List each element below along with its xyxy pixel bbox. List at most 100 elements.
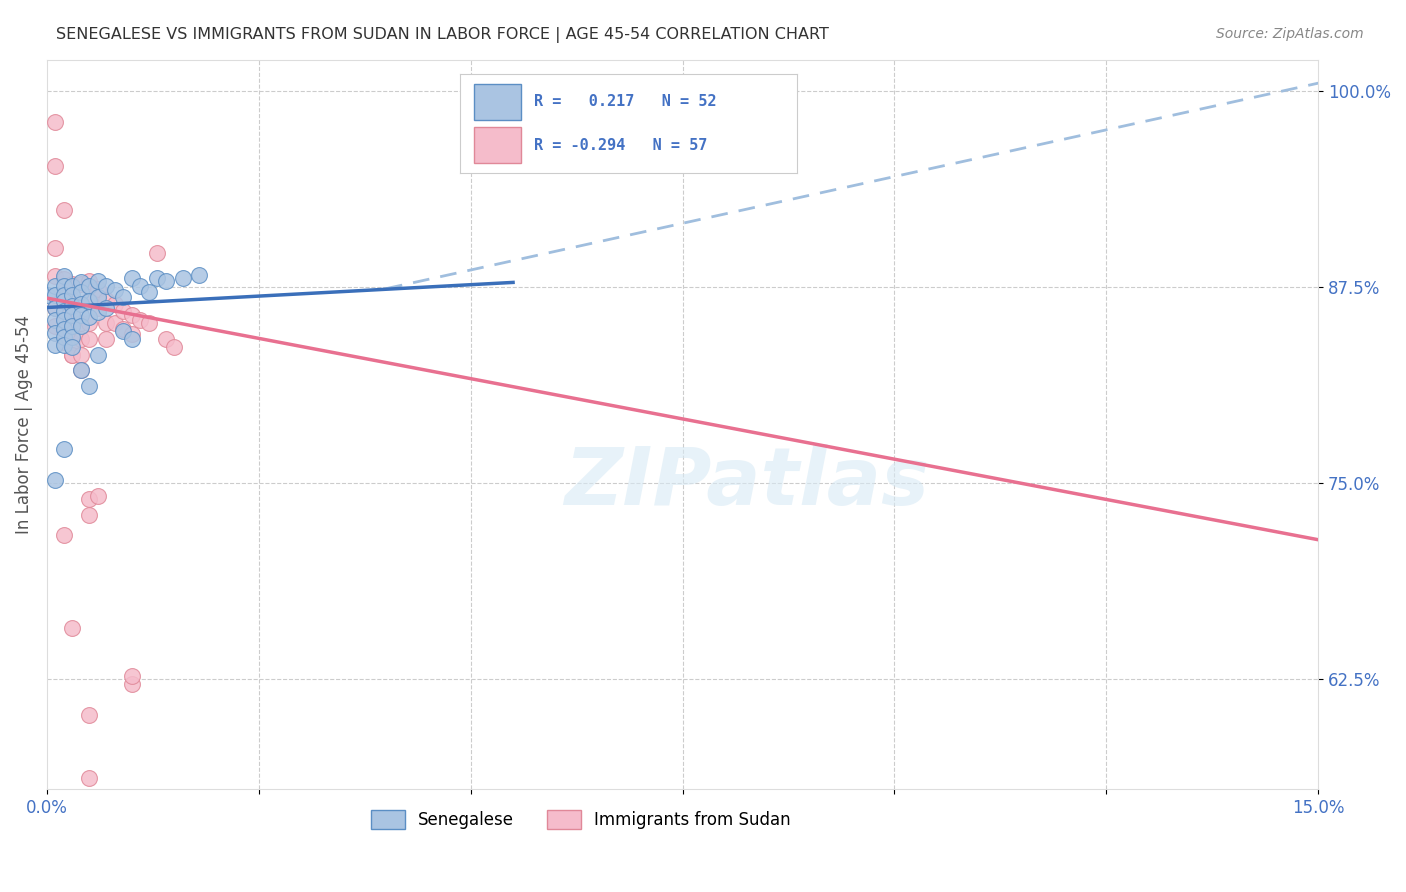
Point	[96, 301, 118, 315]
Point	[69, 297, 91, 311]
Point	[69, 276, 91, 290]
Point	[87, 489, 110, 503]
Point	[121, 669, 143, 683]
Point	[121, 677, 143, 691]
Point	[96, 316, 118, 330]
Point	[60, 334, 83, 349]
Point	[172, 270, 194, 285]
Point	[112, 322, 135, 336]
Point	[52, 288, 75, 302]
Point	[60, 348, 83, 362]
Point	[163, 340, 186, 354]
Point	[60, 340, 83, 354]
Point	[87, 348, 110, 362]
Point	[138, 285, 160, 299]
Point	[96, 332, 118, 346]
Point	[52, 269, 75, 284]
Point	[52, 338, 75, 352]
Point	[104, 283, 127, 297]
Point	[44, 301, 66, 315]
Point	[69, 297, 91, 311]
Point	[60, 309, 83, 323]
Point	[52, 203, 75, 218]
Point	[104, 316, 127, 330]
Text: SENEGALESE VS IMMIGRANTS FROM SUDAN IN LABOR FORCE | AGE 45-54 CORRELATION CHART: SENEGALESE VS IMMIGRANTS FROM SUDAN IN L…	[56, 27, 830, 43]
Point	[112, 324, 135, 338]
Point	[121, 332, 143, 346]
Point	[60, 299, 83, 313]
Point	[60, 288, 83, 302]
Point	[69, 348, 91, 362]
Point	[87, 301, 110, 315]
Point	[69, 363, 91, 377]
Point	[121, 309, 143, 323]
Point	[129, 278, 152, 293]
Point	[77, 274, 100, 288]
Point	[69, 277, 91, 291]
Point	[112, 303, 135, 318]
Point	[44, 278, 66, 293]
Point	[44, 288, 66, 302]
Point	[60, 319, 83, 334]
Point	[121, 270, 143, 285]
Point	[60, 309, 83, 323]
Point	[52, 334, 75, 349]
Point	[146, 245, 169, 260]
Point	[69, 363, 91, 377]
Point	[138, 316, 160, 330]
Point	[44, 473, 66, 487]
Point	[129, 313, 152, 327]
Point	[44, 241, 66, 255]
Point	[155, 274, 177, 288]
Point	[69, 332, 91, 346]
Point	[69, 309, 91, 323]
Point	[44, 159, 66, 173]
Point	[52, 285, 75, 299]
Point	[87, 289, 110, 303]
Point	[77, 310, 100, 324]
Y-axis label: In Labor Force | Age 45-54: In Labor Force | Age 45-54	[15, 315, 32, 534]
Point	[44, 326, 66, 340]
Text: Source: ZipAtlas.com: Source: ZipAtlas.com	[1216, 27, 1364, 41]
Point	[44, 301, 66, 315]
Point	[52, 297, 75, 311]
Point	[112, 289, 135, 303]
Point	[69, 316, 91, 330]
Point	[60, 348, 83, 362]
Point	[52, 322, 75, 336]
Point	[44, 269, 66, 284]
Point	[52, 309, 75, 323]
Point	[77, 508, 100, 522]
Point	[69, 285, 91, 299]
Point	[35, 288, 58, 302]
Point	[44, 338, 66, 352]
Point	[155, 332, 177, 346]
Point	[60, 319, 83, 334]
Point	[77, 294, 100, 309]
Point	[60, 330, 83, 344]
Point	[44, 319, 66, 334]
Point	[188, 268, 211, 282]
Point	[52, 294, 75, 309]
Point	[52, 303, 75, 318]
Point	[52, 442, 75, 456]
Point	[52, 324, 75, 338]
Point	[60, 293, 83, 307]
Point	[77, 332, 100, 346]
Point	[52, 313, 75, 327]
Point	[77, 379, 100, 393]
Point	[77, 771, 100, 785]
Point	[121, 327, 143, 342]
Point	[77, 708, 100, 723]
Point	[87, 305, 110, 319]
Text: ZIPatlas: ZIPatlas	[564, 444, 928, 522]
Point	[77, 316, 100, 330]
Point	[60, 277, 83, 291]
Point	[77, 278, 100, 293]
Point	[96, 293, 118, 307]
Point	[69, 319, 91, 334]
Point	[87, 282, 110, 296]
Point	[52, 272, 75, 286]
Point	[87, 274, 110, 288]
Point	[60, 621, 83, 635]
